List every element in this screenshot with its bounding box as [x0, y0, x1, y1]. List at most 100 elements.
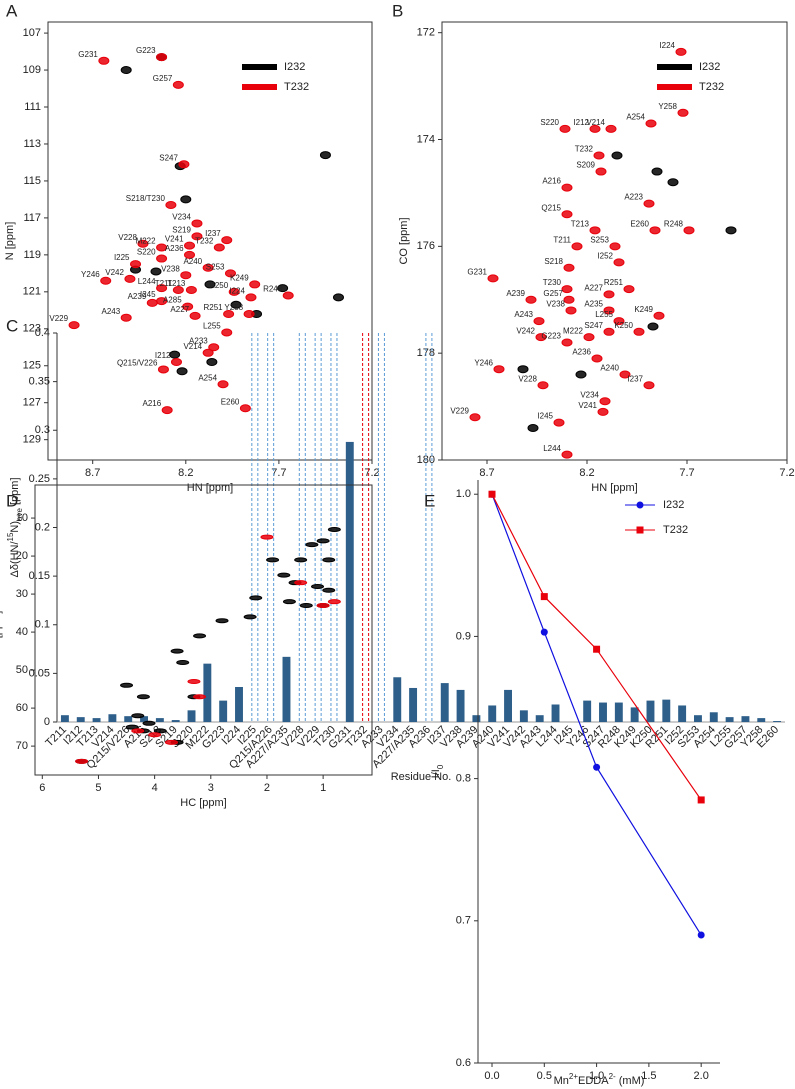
bar — [440, 683, 449, 722]
marker — [593, 645, 601, 653]
bar — [140, 716, 148, 722]
peak-label: S247 — [159, 153, 178, 162]
peak-label: A233 — [189, 336, 208, 345]
peak-label: V228 — [118, 233, 137, 242]
peak-label: V238 — [161, 264, 180, 273]
peak — [623, 285, 635, 294]
peak — [172, 80, 184, 89]
bar — [773, 721, 782, 722]
panel-letter: E — [424, 491, 435, 510]
y-tick-label: 125 — [23, 360, 41, 372]
peak-label: T211 — [155, 279, 173, 288]
marker — [697, 796, 705, 804]
y-axis-label: C [ppm] — [0, 611, 3, 650]
peak-label: G231 — [467, 267, 487, 276]
peak — [563, 263, 575, 272]
x-tick-label: 8.7 — [85, 467, 100, 479]
peak — [185, 285, 197, 294]
bar — [741, 716, 750, 722]
peak-label: M222 — [136, 237, 157, 246]
peak — [223, 310, 235, 318]
peak — [316, 602, 330, 608]
bar — [60, 715, 69, 722]
peak-label: A227 — [584, 284, 603, 293]
peak — [561, 183, 573, 192]
y-tick-label: 115 — [23, 175, 41, 187]
peak — [571, 242, 583, 251]
label-part: [ppm] — [9, 477, 21, 508]
legend-marker — [636, 501, 644, 509]
y-tick-label: 0.25 — [29, 473, 50, 485]
legend-label: T232 — [699, 81, 724, 93]
bar — [124, 716, 133, 722]
bar — [409, 687, 418, 722]
peak — [597, 407, 609, 416]
peak — [327, 599, 341, 605]
peak-label: I212 — [573, 118, 589, 127]
y-tick-label: 107 — [23, 27, 41, 39]
y-tick-label: 119 — [23, 249, 41, 261]
y-tick-label: 0.2 — [35, 521, 50, 533]
peak — [75, 758, 89, 764]
bar — [725, 717, 734, 722]
y-tick-label: 121 — [23, 286, 41, 298]
peak-label: V242 — [105, 268, 124, 277]
peak — [228, 287, 240, 296]
y-axis-label: I/I0 — [430, 764, 445, 778]
peak — [327, 526, 341, 532]
x-tick-label: 8.2 — [579, 467, 594, 479]
peak — [193, 694, 207, 700]
peak-label: S253 — [590, 235, 609, 244]
peak-label: E260 — [630, 219, 649, 228]
peak — [191, 219, 203, 228]
peak-label: V238 — [546, 300, 565, 309]
bar — [709, 712, 718, 722]
peak-label: T232 — [575, 145, 594, 154]
x-tick-label: 7.7 — [679, 467, 694, 479]
peak — [224, 269, 236, 278]
peak — [561, 210, 573, 219]
peak — [161, 406, 173, 415]
bar — [551, 704, 560, 722]
peak — [647, 322, 659, 331]
peak-label: I224 — [659, 41, 675, 50]
peak-label: L244 — [138, 277, 156, 286]
peak — [613, 317, 625, 326]
peak — [204, 280, 216, 289]
peak — [589, 226, 601, 235]
y-tick-label: 129 — [23, 434, 41, 446]
peak-label: L244 — [543, 444, 561, 453]
peak — [142, 720, 156, 726]
peak-label: S219 — [172, 225, 191, 234]
legend-label: I232 — [663, 499, 684, 511]
y-tick-label: 0.35 — [29, 376, 50, 388]
peak-label: V234 — [580, 390, 599, 399]
peak-label: V242 — [516, 326, 535, 335]
peak — [221, 236, 233, 245]
y-tick-label: 109 — [23, 64, 41, 76]
bar — [646, 700, 655, 722]
y-tick-label: 127 — [23, 397, 41, 409]
x-tick-label: 7.2 — [364, 467, 379, 479]
peak — [136, 694, 150, 700]
peak — [137, 239, 149, 248]
x-axis-label: Mn2+EDDA2- (mM) — [554, 1072, 645, 1087]
peak-label: L255 — [203, 322, 221, 331]
peak-label: S218 — [544, 257, 563, 266]
peak-label: G223 — [136, 46, 156, 55]
peak — [527, 423, 539, 432]
peak — [563, 295, 575, 304]
peak — [603, 290, 615, 299]
peak — [202, 348, 214, 357]
peak — [643, 199, 655, 208]
peak — [611, 151, 623, 160]
bar — [92, 718, 101, 722]
peak — [193, 633, 207, 639]
bar — [472, 715, 481, 722]
panel-letter: D — [6, 491, 18, 510]
peak — [487, 274, 499, 283]
peak — [157, 365, 169, 374]
marker — [540, 628, 548, 636]
peak — [537, 381, 549, 390]
legend-label: I232 — [284, 61, 305, 73]
